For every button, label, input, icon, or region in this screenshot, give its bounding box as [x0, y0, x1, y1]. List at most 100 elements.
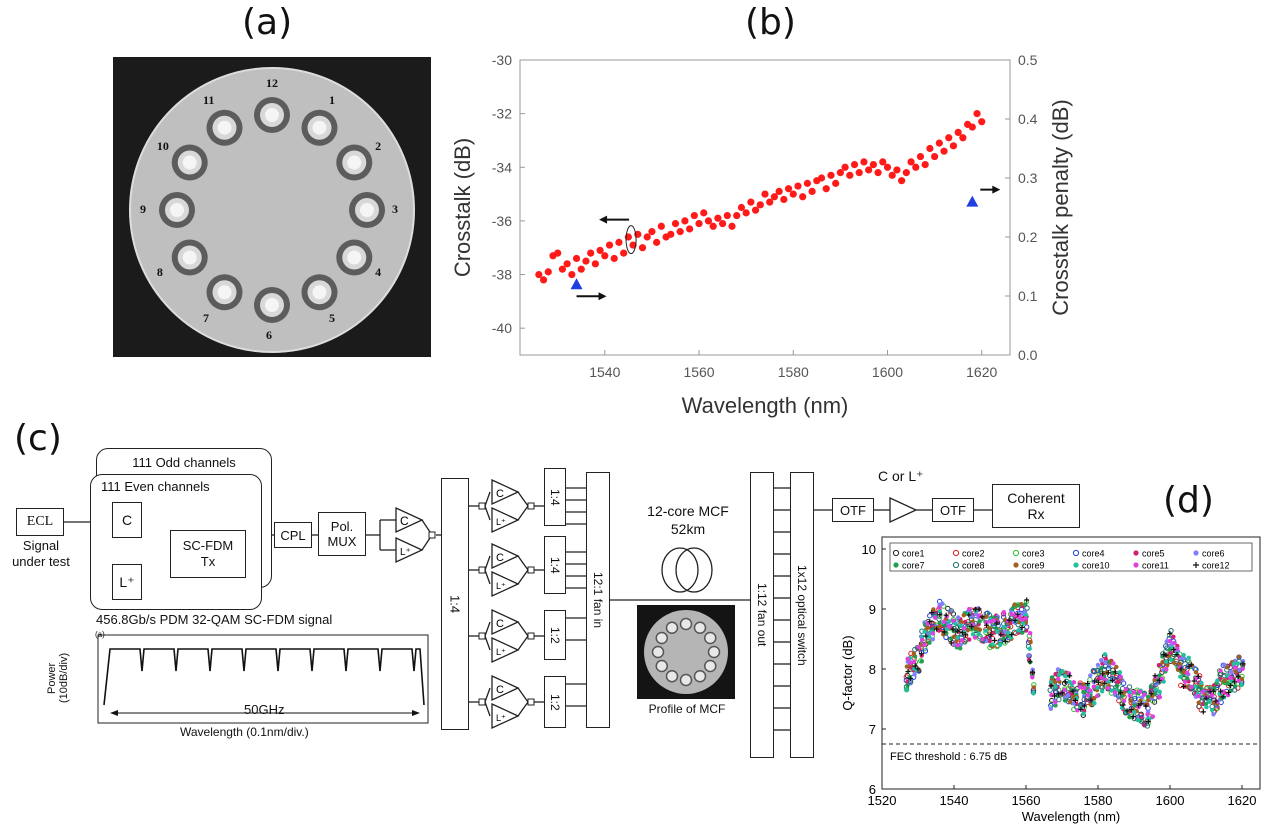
legend-label: core8 [962, 561, 985, 571]
panel-label-d: (d) [1163, 480, 1214, 521]
q-point [1177, 661, 1183, 667]
crosstalk-point [653, 238, 661, 246]
crosstalk-point [780, 195, 788, 204]
q-point [1053, 700, 1058, 705]
fan-out-box: 1:12 fan out [750, 472, 774, 758]
q-point [1062, 679, 1068, 685]
q-point [957, 646, 963, 651]
connector [484, 635, 491, 651]
q-point [1117, 670, 1123, 675]
q-point [1132, 703, 1137, 708]
pol-mux-label: Pol. MUX [327, 519, 357, 549]
crosstalk-point [690, 211, 698, 220]
q-point [1210, 692, 1215, 698]
q-point [912, 672, 917, 677]
scfdm-tx-label: SC-FDM Tx [182, 538, 234, 569]
x-axis-label: Wavelength (nm) [1022, 809, 1121, 824]
annotation-ellipse [625, 225, 637, 255]
q-point [1027, 659, 1033, 665]
q-point [937, 624, 943, 629]
x-axis-label: Wavelength (nm) [682, 393, 849, 418]
q-point [908, 681, 913, 686]
q-point [1153, 687, 1158, 692]
q-point [1235, 673, 1241, 679]
q-point [1178, 666, 1184, 672]
q-point [1171, 647, 1177, 653]
x-tick-label: 1540 [589, 364, 620, 380]
core [182, 250, 197, 265]
y-tick-label: 6 [869, 782, 876, 797]
q-point [1055, 676, 1061, 682]
group-amp-l-label: L⁺ [496, 713, 506, 723]
core [170, 203, 184, 217]
spectrum-trace [103, 648, 425, 706]
q-point [1138, 689, 1143, 694]
q-point [1124, 708, 1130, 714]
y2-tick-label: 0.5 [1018, 52, 1038, 68]
q-point [1071, 701, 1076, 706]
plot-frame [881, 536, 1261, 790]
crosstalk-point [766, 198, 774, 206]
q-point [1237, 668, 1242, 673]
q-point [1027, 646, 1032, 651]
q-point [1052, 693, 1058, 699]
q-point [1028, 639, 1033, 645]
q-point [907, 676, 913, 682]
x-tick-label: 1580 [1084, 793, 1113, 808]
q-point [1023, 612, 1029, 618]
q-point [941, 619, 947, 624]
x-tick-label: 1520 [868, 793, 897, 808]
mcf-cross-section-photo [113, 57, 431, 357]
q-point [1112, 669, 1118, 675]
crosstalk-point [841, 163, 849, 171]
otf-label-2: OTF [940, 502, 966, 518]
q-point [1138, 701, 1144, 707]
q-point [1067, 673, 1073, 679]
q-point [908, 665, 913, 670]
q-point [932, 615, 938, 620]
q-point [1150, 714, 1156, 719]
modulator-c-label: C [121, 512, 133, 528]
q-point [948, 640, 954, 646]
q-point [1232, 687, 1238, 693]
crosstalk-point [572, 254, 581, 263]
odd-channels-label: 111 Odd channels [132, 455, 236, 470]
q-point [1132, 695, 1138, 702]
legend-marker [893, 562, 899, 568]
q-point [1031, 685, 1036, 690]
group-amp-l [491, 570, 520, 598]
q-point [922, 648, 929, 654]
core [265, 108, 279, 122]
q-point [1019, 617, 1025, 622]
q-point [927, 613, 933, 619]
signal-under-test-label: Signal under test [12, 538, 70, 569]
legend-box [889, 542, 1253, 572]
q-point [919, 659, 925, 664]
q-point [925, 621, 930, 626]
q-point [1006, 630, 1011, 636]
spectrum-xlabel: Wavelength (0.1nm/div.) [180, 725, 309, 739]
q-point [1168, 627, 1174, 634]
q-point [1103, 660, 1108, 665]
q-point [965, 628, 970, 633]
crosstalk-point [850, 160, 859, 169]
core [360, 203, 374, 217]
even-channels-label: 111 Even channels [101, 479, 210, 494]
q-point [1002, 629, 1008, 634]
q-point [1070, 688, 1076, 694]
crosstalk-point [959, 134, 967, 142]
q-point [980, 636, 985, 642]
q-point [970, 619, 975, 624]
crosstalk-point [940, 147, 948, 155]
legend-marker [1193, 562, 1199, 568]
crosstalk-point [775, 187, 783, 196]
crosstalk-point [898, 177, 906, 185]
group-amp-c-label: C [496, 684, 504, 696]
otf-box-2: OTF [932, 498, 974, 522]
q-point [1218, 668, 1223, 673]
crosstalk-point [733, 211, 741, 220]
q-point [1226, 689, 1232, 695]
y2-tick-label: 0.4 [1018, 111, 1038, 127]
q-point [1012, 602, 1017, 607]
crosstalk-point [700, 209, 708, 217]
